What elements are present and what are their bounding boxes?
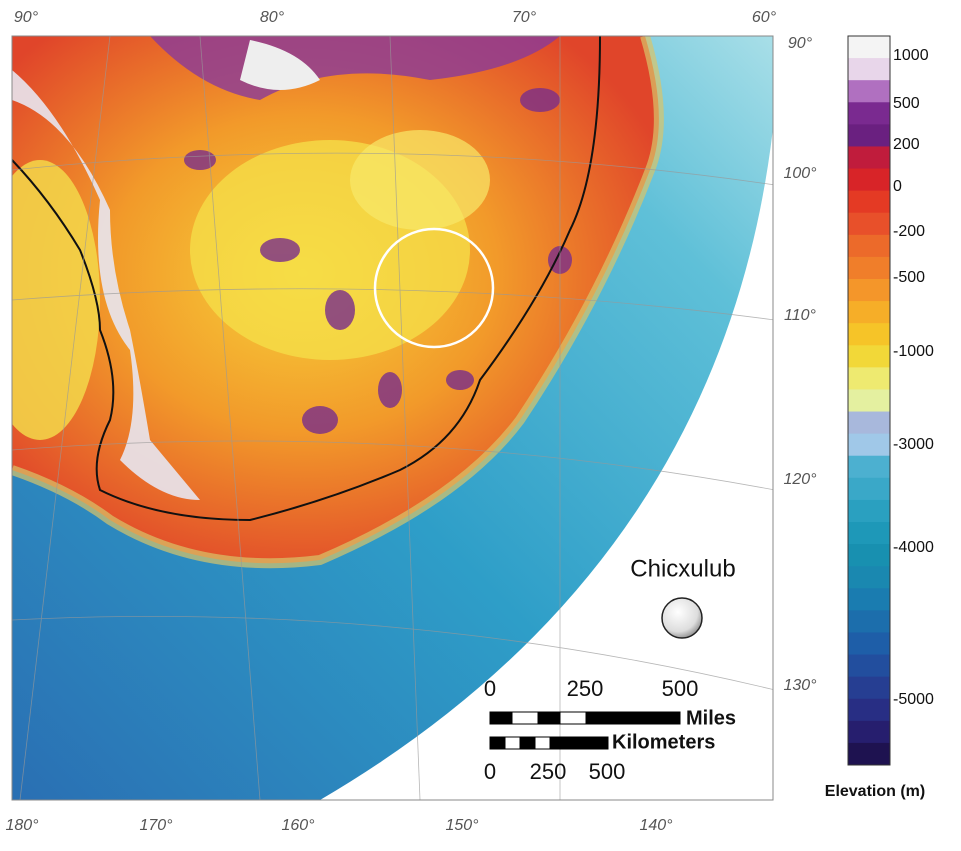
scale-label: 0 [484,759,496,784]
scale-segment [489,736,506,750]
legend-label: -4000 [893,539,934,556]
longitude-label: 170° [139,817,173,834]
scale-label: 250 [530,759,567,784]
scale-segment [585,711,681,725]
longitude-label: 140° [639,817,673,834]
color-swatch [848,654,890,678]
lowland [12,160,100,440]
color-swatch [848,544,890,567]
scale-segment [511,711,539,725]
color-swatch [848,742,890,766]
latitude-label: 100° [783,165,817,182]
color-swatch [848,323,890,346]
legend-label: -200 [893,223,925,240]
color-swatch [848,522,890,545]
coastline [12,36,601,522]
color-swatch [848,279,890,302]
color-swatch [848,632,890,656]
color-swatch [848,58,890,81]
color-swatch [848,389,890,413]
color-swatch [848,168,890,192]
longitude-label: 80° [260,9,285,26]
colorbar-frame [847,35,891,766]
legend-label: 1000 [893,47,929,64]
latitude-label: 90° [788,35,813,52]
labels: 90° 80° 70° 60° 90° 100° 110° 120° 130° 180° 170° 1… [5,9,934,834]
longitude-label: 60° [752,9,777,26]
scale-segment [534,736,551,750]
scale-segment [549,736,609,750]
color-swatch [848,190,890,214]
color-swatch [848,411,890,435]
scale-label: 500 [662,676,699,701]
shelf [12,36,664,569]
latitude-label: 110° [784,307,817,324]
color-swatch [848,720,890,744]
color-swatch [848,566,890,589]
color-swatch [848,36,890,59]
lowland [350,130,490,230]
longitude-label: 90° [14,9,39,26]
color-swatch [848,301,890,324]
scale-unit: Kilometers [612,731,715,753]
color-swatch [848,256,890,280]
color-swatch [848,102,890,125]
scale-label: 500 [589,759,626,784]
color-swatch [848,234,890,258]
legend-title: Elevation (m) [825,783,925,800]
longitude-label: 150° [445,817,479,834]
crater-ring [373,227,495,349]
legend-label: -3000 [893,436,934,453]
color-swatch [848,588,890,611]
legend-label: -500 [893,269,925,286]
color-swatch [848,146,890,170]
latitude-label: 120° [783,471,817,488]
scale-segment [504,736,521,750]
longitude-label: 160° [281,817,315,834]
scale-segment [519,736,536,750]
ridges [184,88,572,434]
peak [12,70,200,500]
color-swatch [848,610,890,633]
legend-label: -1000 [893,343,934,360]
scale-unit: Miles [686,707,736,729]
graticule [12,36,773,800]
color-swatch [848,477,890,501]
scale-segment [489,711,513,725]
color-swatch [848,676,890,700]
longitude-label: 180° [5,817,39,834]
color-swatch [848,80,890,103]
site-marker [661,597,703,639]
colorbar [847,35,891,766]
scale-segment [537,711,561,725]
legend-label: 500 [893,95,920,112]
map-frame [11,35,774,801]
scale-label: 250 [567,676,604,701]
color-swatch [848,499,890,523]
color-swatch [848,698,890,722]
latitude-label: 130° [783,677,817,694]
legend-label: 200 [893,136,920,153]
scale-segment [559,711,587,725]
scale-label: 0 [484,676,496,701]
scale-bars [489,711,681,750]
longitude-label: 70° [512,9,537,26]
peak [240,40,320,90]
color-swatch [848,345,890,368]
color-swatch [848,433,890,457]
map-area [12,36,773,800]
site-label: Chicxulub [630,555,735,582]
color-swatch [848,212,890,236]
color-swatch [848,455,890,479]
legend-label: 0 [893,178,902,195]
legend-label: -5000 [893,691,934,708]
color-swatch [848,124,890,147]
color-swatch [848,367,890,390]
